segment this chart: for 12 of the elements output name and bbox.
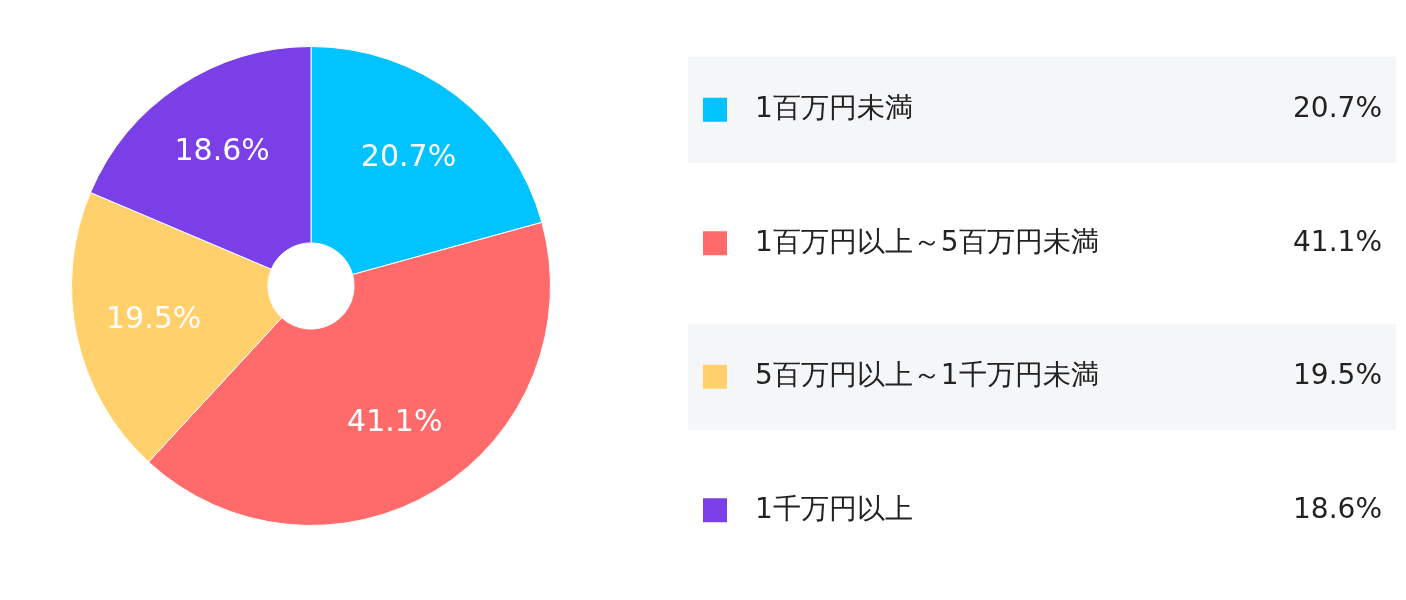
legend-label: 1百万円未満: [755, 91, 913, 125]
data-label: 18.6%: [174, 131, 270, 167]
data-label: 41.1%: [347, 403, 443, 439]
text: 19.5%: [1293, 358, 1382, 392]
text: 41.1%: [1293, 224, 1382, 258]
data-label: 19.5%: [106, 299, 202, 335]
legend-label: 1千万円以上: [755, 491, 913, 525]
text: 20.7%: [1293, 91, 1382, 125]
legend-label: 1百万円以上～5百万円未満: [755, 224, 1099, 258]
data-label: 20.7%: [360, 137, 457, 173]
legend-label: 5百万円以上～1千万円未満: [755, 358, 1099, 392]
text: 18.6%: [1293, 491, 1382, 525]
